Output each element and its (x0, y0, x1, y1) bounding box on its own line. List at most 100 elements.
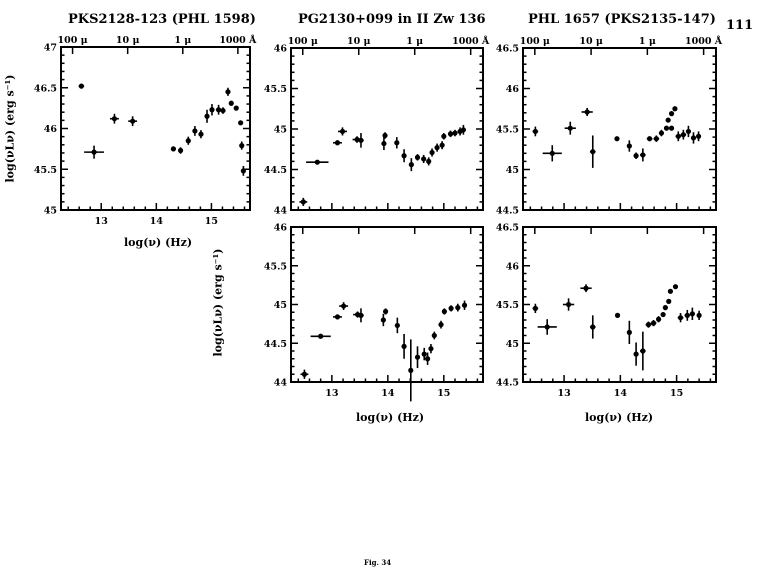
y-tick-label: 44 (274, 378, 288, 389)
data-point (626, 329, 632, 335)
top-axis-label: 100 μ (520, 36, 550, 47)
data-point (685, 128, 692, 135)
data-point (590, 324, 596, 330)
data-point (668, 111, 675, 117)
x-tick-label: 14 (150, 216, 164, 227)
data-point (192, 128, 198, 134)
data-point (663, 125, 670, 131)
data-point (658, 130, 665, 136)
plot-frame (522, 47, 717, 211)
x-tick-label: 15 (205, 216, 218, 227)
data-point (341, 303, 347, 309)
data-point (565, 301, 572, 308)
data-point (170, 146, 177, 152)
x-tick-label: 14 (381, 388, 395, 399)
data-point (334, 140, 341, 146)
data-point (209, 107, 215, 113)
data-point (544, 324, 550, 330)
data-point (381, 140, 387, 147)
data-point (656, 316, 662, 322)
y-tick-label: 46.5 (34, 83, 57, 94)
data-point (130, 118, 136, 124)
data-point (382, 132, 388, 139)
plot-frame (290, 226, 484, 383)
data-point (448, 305, 454, 311)
data-point (414, 154, 421, 160)
data-point (414, 354, 421, 360)
data-point (672, 284, 679, 290)
y-tick-label: 46 (506, 261, 520, 272)
x-axis-label-phl1657: log(ν) (Hz) (585, 411, 654, 424)
data-point (567, 125, 573, 131)
data-point (662, 305, 668, 311)
data-point (590, 149, 596, 155)
y-tick-label: 44.5 (264, 165, 287, 176)
y-tick-label: 44.5 (496, 378, 519, 389)
data-point (228, 100, 234, 106)
top-axis-label: 1000 Å (219, 34, 257, 46)
data-point (455, 305, 461, 311)
data-point (300, 199, 306, 205)
top-axis-label: 10 μ (347, 36, 371, 47)
data-point (640, 348, 646, 354)
y-tick-label: 45 (44, 206, 57, 217)
y-tick-label: 46.5 (496, 223, 519, 234)
data-point (614, 136, 620, 142)
data-point (666, 298, 672, 304)
data-point (584, 109, 590, 115)
data-point (225, 89, 231, 95)
data-point (426, 158, 432, 164)
top-axis-label: 10 μ (579, 36, 603, 47)
data-point (689, 311, 695, 317)
data-point (647, 136, 653, 142)
top-axis-label: 100 μ (58, 35, 88, 46)
data-point (677, 315, 684, 321)
data-point (394, 322, 400, 329)
y-tick-label: 44.5 (496, 206, 519, 217)
y-tick-label: 45.5 (496, 300, 519, 311)
data-point (424, 356, 431, 362)
data-point (198, 131, 204, 137)
page-number: 111 (726, 18, 754, 33)
y-tick-label: 46 (506, 84, 520, 95)
y-tick-label: 45 (506, 339, 519, 350)
data-point (665, 117, 671, 123)
y-tick-label: 46 (44, 124, 58, 135)
x-tick-label: 15 (670, 388, 683, 399)
data-point (421, 156, 427, 162)
y-tick-label: 45 (274, 300, 287, 311)
data-point (383, 308, 389, 315)
data-point (239, 143, 245, 149)
data-point (583, 285, 589, 291)
data-point (614, 312, 621, 318)
y-tick-label: 46 (274, 44, 288, 55)
data-point (645, 322, 652, 328)
top-axis-label: 1000 Å (452, 35, 490, 47)
data-point (238, 120, 244, 126)
y-tick-label: 45.5 (496, 125, 519, 136)
data-point (441, 133, 447, 139)
y-tick-label: 45.5 (264, 261, 287, 272)
data-point (675, 133, 681, 139)
plot-frame (60, 46, 251, 211)
data-point (640, 152, 646, 158)
top-axis-label: 1 μ (406, 36, 423, 47)
data-point (684, 312, 690, 318)
data-point (672, 106, 678, 112)
data-point (339, 128, 346, 135)
data-point (204, 113, 210, 119)
y-tick-label: 45 (274, 125, 287, 136)
data-point (428, 346, 434, 352)
panel-title-pg2130: PG2130+099 in II Zw 136 (298, 12, 486, 27)
plot-frame (522, 226, 717, 383)
data-point (431, 332, 437, 339)
data-point (660, 311, 666, 318)
data-point (650, 320, 657, 326)
data-point (667, 288, 674, 294)
y-tick-label: 45 (506, 165, 519, 176)
x-axis-label-pks2128: log(ν) (Hz) (124, 236, 193, 249)
top-axis-label: 10 μ (116, 35, 140, 46)
plot-frame (290, 47, 484, 211)
data-point (401, 153, 407, 159)
data-point (220, 107, 226, 114)
